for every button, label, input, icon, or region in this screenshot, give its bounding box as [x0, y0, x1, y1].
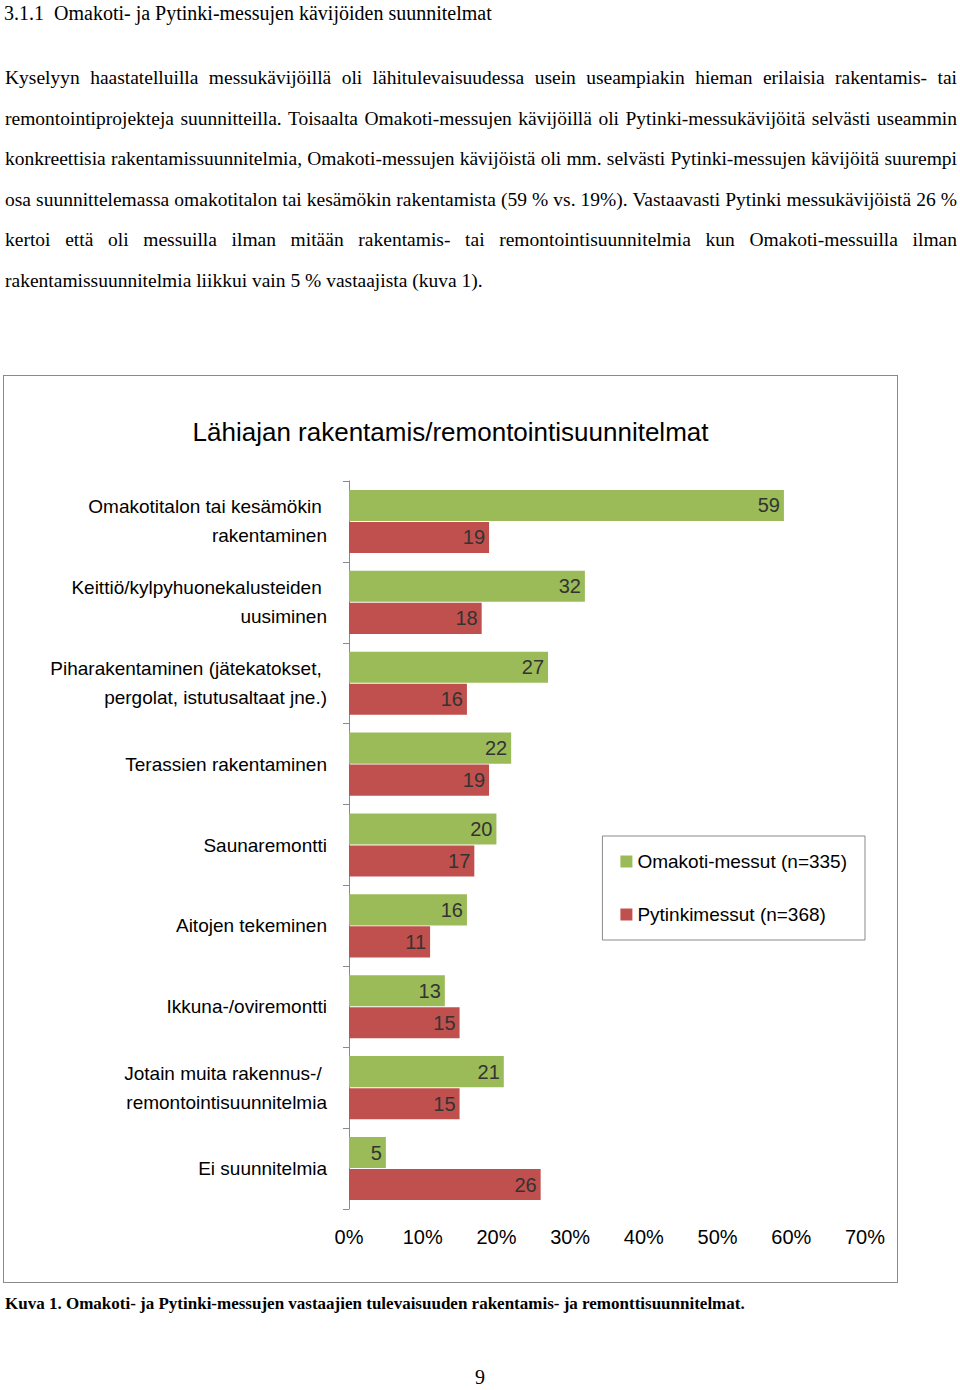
svg-text:Ikkuna-/oviremontti: Ikkuna-/oviremontti	[166, 996, 327, 1017]
svg-text:20%: 20%	[476, 1226, 516, 1248]
svg-text:rakentaminen: rakentaminen	[212, 525, 327, 546]
svg-text:Aitojen tekeminen: Aitojen tekeminen	[176, 915, 327, 936]
svg-text:10%: 10%	[403, 1226, 443, 1248]
svg-text:15: 15	[433, 1093, 455, 1115]
svg-text:5: 5	[371, 1142, 382, 1164]
svg-text:16: 16	[441, 688, 463, 710]
svg-text:uusiminen: uusiminen	[240, 606, 327, 627]
svg-text:13: 13	[419, 980, 441, 1002]
svg-text:32: 32	[559, 575, 581, 597]
svg-text:60%: 60%	[771, 1226, 811, 1248]
svg-text:Ei suunnitelmia: Ei suunnitelmia	[198, 1158, 327, 1179]
svg-text:Piharakentaminen (jätekatokset: Piharakentaminen (jätekatokset,	[50, 658, 327, 679]
svg-text:Terassien rakentaminen: Terassien rakentaminen	[125, 754, 327, 775]
svg-text:40%: 40%	[624, 1226, 664, 1248]
svg-text:19: 19	[463, 526, 485, 548]
svg-text:50%: 50%	[698, 1226, 738, 1248]
svg-text:Omakoti-messut (n=335): Omakoti-messut (n=335)	[637, 851, 847, 872]
html-text:Omakoti- ja Pytinki-messujen k: Omakoti- ja Pytinki-messujen kävijöiden …	[54, 2, 492, 24]
svg-text:70%: 70%	[845, 1226, 885, 1248]
svg-text:pergolat, istutusaltaat jne.): pergolat, istutusaltaat jne.)	[104, 687, 327, 708]
svg-text:30%: 30%	[550, 1226, 590, 1248]
svg-text:15: 15	[433, 1012, 455, 1034]
html-text:3.1.1: 3.1.1	[4, 2, 44, 24]
svg-text:remontointisuunnitelmia: remontointisuunnitelmia	[126, 1092, 327, 1113]
svg-text:Pytinkimessut (n=368): Pytinkimessut (n=368)	[637, 904, 826, 925]
svg-text:19: 19	[463, 769, 485, 791]
svg-text:16: 16	[441, 899, 463, 921]
html-text:Kuva 1. Omakoti- ja Pytinki-me: Kuva 1. Omakoti- ja Pytinki-messujen vas…	[5, 1294, 745, 1313]
svg-text:Omakotitalon tai kesämökin: Omakotitalon tai kesämökin	[88, 496, 327, 517]
svg-text:59: 59	[758, 494, 780, 516]
svg-text:11: 11	[405, 931, 426, 953]
html-text:9: 9	[475, 1366, 485, 1388]
svg-text:0%: 0%	[335, 1226, 364, 1248]
svg-text:Jotain muita rakennus-/: Jotain muita rakennus-/	[124, 1063, 327, 1084]
svg-text:Saunaremontti: Saunaremontti	[203, 835, 327, 856]
svg-text:21: 21	[478, 1061, 500, 1083]
svg-text:Lähiajan rakentamis/remontoint: Lähiajan rakentamis/remontointisuunnitel…	[193, 417, 710, 447]
svg-text:22: 22	[485, 737, 507, 759]
svg-text:26: 26	[514, 1174, 536, 1196]
svg-text:17: 17	[448, 850, 470, 872]
svg-text:20: 20	[470, 818, 492, 840]
svg-text:Keittiö/kylpyhuonekalusteiden: Keittiö/kylpyhuonekalusteiden	[71, 577, 327, 598]
svg-text:27: 27	[522, 656, 544, 678]
html-text:Kyselyyn haastatelluilla messu: Kyselyyn haastatelluilla messukävijöillä…	[5, 67, 957, 291]
svg-text:18: 18	[455, 607, 477, 629]
